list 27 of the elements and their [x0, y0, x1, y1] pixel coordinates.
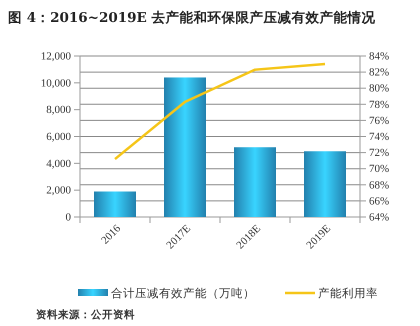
- y2-tick-label: 76%: [369, 114, 390, 127]
- y-tick-label: 10,000: [40, 77, 72, 90]
- legend-label: 产能利用率: [318, 286, 378, 300]
- y2-tick-label: 82%: [369, 66, 390, 79]
- line-series: [114, 62, 326, 160]
- y2-tick-label: 80%: [369, 82, 390, 95]
- y2-tick-label: 70%: [369, 163, 390, 176]
- bar: [164, 77, 206, 217]
- y2-tick-label: 84%: [369, 50, 390, 63]
- y2-tick-label: 78%: [369, 98, 390, 111]
- y2-tick-label: 64%: [369, 212, 390, 224]
- y-tick-label: 0: [66, 212, 72, 224]
- y-tick-label: 6,000: [46, 131, 72, 144]
- bar: [234, 147, 276, 217]
- bar: [94, 192, 136, 217]
- y-tick-label: 12,000: [40, 50, 72, 63]
- y-tick-label: 4,000: [46, 158, 72, 170]
- chart-title: 图 4：2016~2019E 去产能和环保限产压减有效产能情况: [8, 9, 377, 26]
- text: 资料来源：公开资料: [36, 308, 135, 321]
- bar: [304, 151, 346, 217]
- y2-tick-label: 68%: [369, 179, 390, 192]
- y-tick-label: 8,000: [46, 104, 72, 116]
- y2-tick-label: 66%: [369, 195, 390, 208]
- y-tick-label: 2,000: [46, 184, 72, 197]
- legend-label: 合计压减有效产能（万吨）: [111, 286, 255, 300]
- y2-tick-label: 74%: [369, 131, 390, 144]
- y2-tick-label: 72%: [369, 147, 390, 160]
